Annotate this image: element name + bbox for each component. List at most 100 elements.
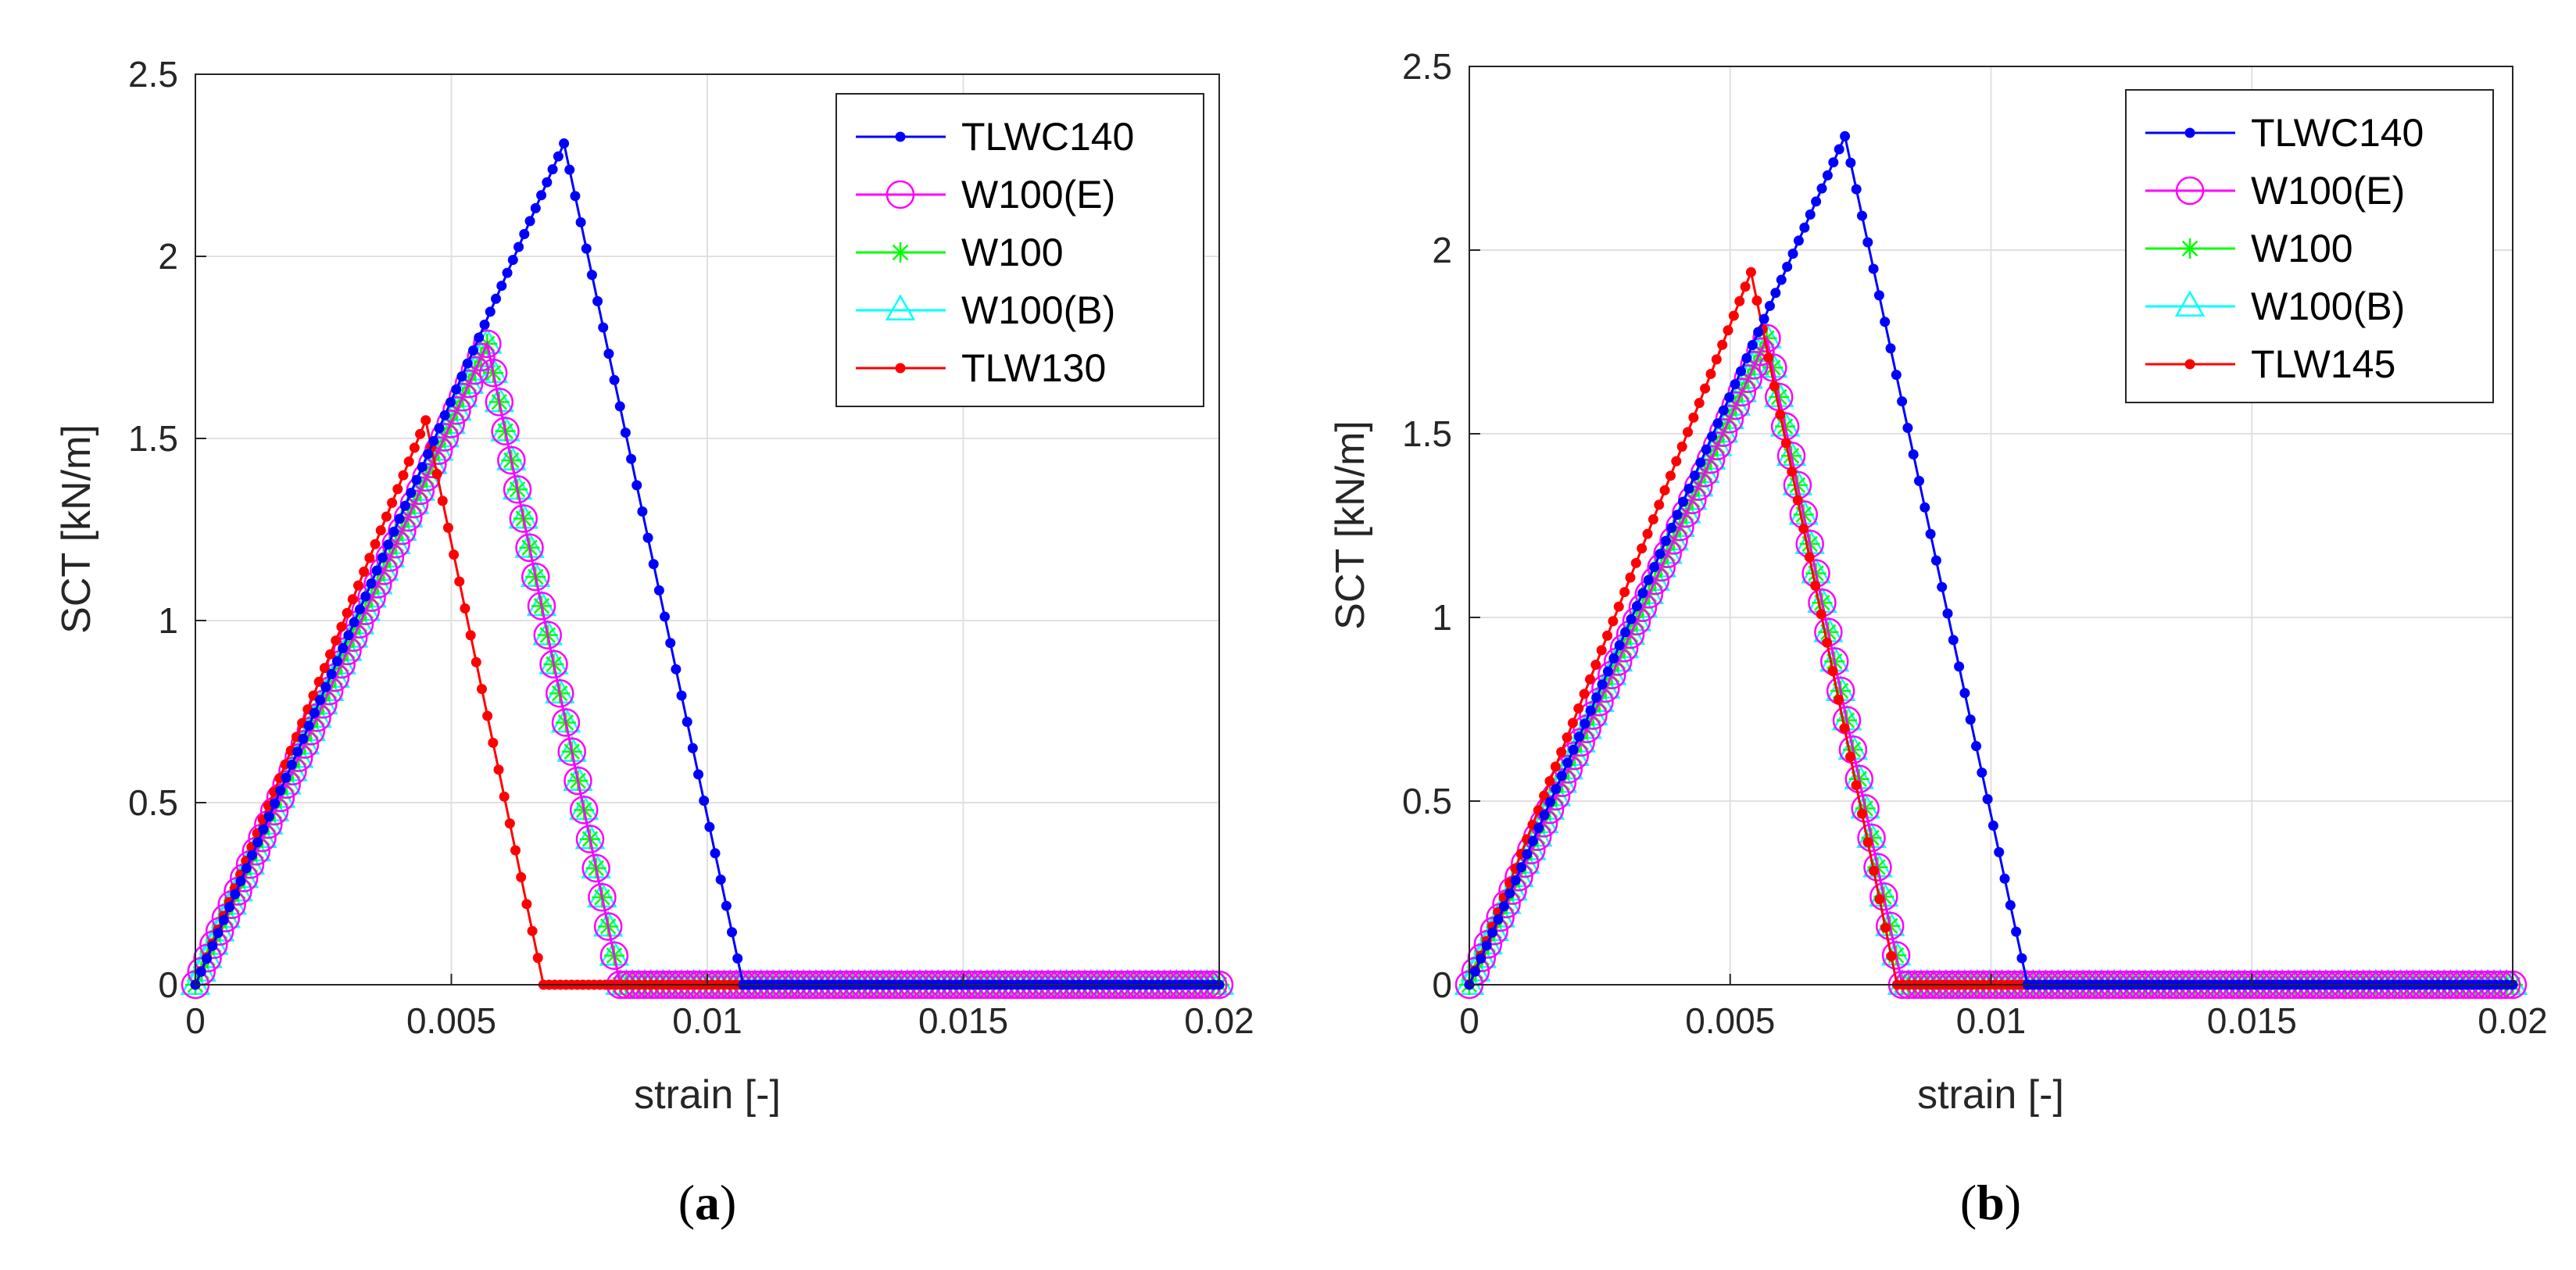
data-point bbox=[1840, 131, 1851, 141]
data-point bbox=[1816, 183, 1827, 194]
data-point bbox=[1655, 549, 1665, 560]
data-point bbox=[473, 329, 502, 359]
data-point bbox=[564, 766, 592, 796]
data-point bbox=[1723, 325, 1733, 336]
legend-marker bbox=[890, 242, 911, 263]
data-point bbox=[266, 783, 295, 813]
x-tick-label: 0 bbox=[1459, 1000, 1479, 1041]
data-point bbox=[539, 649, 568, 679]
data-point bbox=[1689, 470, 1700, 481]
x-tick-label: 0 bbox=[185, 1000, 206, 1041]
data-point bbox=[1705, 368, 1716, 379]
data-point bbox=[230, 889, 241, 900]
data-point bbox=[676, 690, 687, 701]
x-tick-label: 0.01 bbox=[1956, 1000, 2027, 1041]
tick-marks bbox=[195, 73, 1220, 986]
data-point bbox=[1886, 951, 1897, 962]
data-point bbox=[409, 442, 420, 453]
data-point bbox=[349, 617, 360, 628]
data-point bbox=[460, 603, 470, 614]
data-point bbox=[1718, 405, 1729, 416]
y-tick-label: 1.5 bbox=[128, 418, 178, 459]
legend-label: W100(E) bbox=[961, 173, 1115, 216]
data-point bbox=[394, 513, 405, 524]
data-point bbox=[1862, 237, 1873, 248]
data-point bbox=[1637, 543, 1648, 554]
data-point bbox=[1556, 771, 1567, 782]
data-point bbox=[1608, 616, 1619, 627]
data-point bbox=[375, 525, 386, 536]
data-point bbox=[631, 480, 642, 491]
chart-panel-a: 0 0.005 0.01 0.015 0.02 0 0.5 1 1.5 2 2.5 strain … bbox=[54, 54, 1254, 1230]
data-point bbox=[620, 428, 631, 438]
data-point bbox=[286, 759, 297, 770]
data-point bbox=[699, 796, 710, 807]
data-point bbox=[732, 953, 743, 964]
data-point bbox=[320, 682, 331, 692]
data-point bbox=[207, 940, 218, 951]
data-point bbox=[1881, 941, 1911, 970]
data-point bbox=[553, 151, 564, 162]
legend-entry: W100 bbox=[856, 231, 1064, 274]
data-point bbox=[581, 853, 610, 883]
caption-letter: a bbox=[695, 1175, 720, 1230]
data-point bbox=[599, 941, 629, 970]
legend-entry: TLW145 bbox=[2145, 342, 2395, 386]
data-point bbox=[609, 374, 620, 385]
y-tick-label: 2 bbox=[1432, 230, 1452, 270]
data-point bbox=[366, 578, 377, 589]
legend-label: W100(E) bbox=[2251, 169, 2405, 213]
data-point bbox=[1562, 757, 1573, 768]
data-point bbox=[1671, 456, 1682, 467]
data-point bbox=[460, 356, 490, 385]
caption-open: ( bbox=[678, 1175, 695, 1230]
data-point bbox=[442, 522, 453, 533]
data-point bbox=[1745, 267, 1756, 277]
data-point bbox=[524, 216, 535, 227]
data-point bbox=[1740, 281, 1751, 292]
data-point bbox=[1959, 688, 1970, 699]
data-point bbox=[1476, 953, 1487, 964]
x-axis-label: strain [-] bbox=[634, 1072, 781, 1118]
data-point bbox=[1727, 377, 1757, 406]
data-point bbox=[545, 678, 574, 708]
data-point bbox=[411, 474, 422, 485]
data-point bbox=[1683, 427, 1694, 438]
data-point bbox=[1811, 196, 1822, 207]
data-point bbox=[241, 863, 252, 874]
data-point bbox=[1596, 645, 1607, 656]
legend-entry: TLWC140 bbox=[2145, 111, 2424, 155]
data-point bbox=[1642, 528, 1653, 539]
data-point bbox=[1875, 911, 1905, 941]
caption-close: ) bbox=[720, 1175, 736, 1230]
data-point bbox=[527, 592, 556, 621]
data-point bbox=[1851, 794, 1880, 823]
y-tick-label: 0 bbox=[1432, 964, 1452, 1005]
data-point bbox=[1891, 370, 1902, 381]
data-point bbox=[1851, 184, 1862, 195]
legend-marker bbox=[2174, 290, 2206, 317]
data-point bbox=[1787, 467, 1798, 478]
data-point bbox=[343, 630, 354, 641]
data-point bbox=[1804, 552, 1815, 563]
legend: TLWC140 W100(E) W100 W100(B) TLW130 bbox=[835, 93, 1204, 407]
data-point bbox=[403, 456, 414, 467]
data-point bbox=[509, 504, 538, 533]
data-point bbox=[1654, 499, 1665, 510]
data-point bbox=[1763, 352, 1774, 363]
data-point bbox=[347, 594, 358, 605]
data-point bbox=[439, 410, 450, 420]
data-point bbox=[360, 591, 371, 602]
x-tick-label: 0.005 bbox=[1685, 1000, 1775, 1041]
data-point bbox=[581, 243, 592, 254]
x-tick-labels: 0 0.005 0.01 0.015 0.02 bbox=[185, 1000, 1254, 1041]
data-point bbox=[1572, 714, 1601, 743]
data-point bbox=[465, 630, 476, 641]
data-point bbox=[1614, 640, 1625, 651]
legend-label: W100(B) bbox=[2251, 284, 2405, 328]
data-point bbox=[559, 138, 570, 149]
data-point bbox=[1977, 767, 1987, 778]
data-point bbox=[1672, 510, 1683, 521]
panel-caption: (b) bbox=[1960, 1175, 2021, 1230]
data-point bbox=[493, 764, 504, 775]
